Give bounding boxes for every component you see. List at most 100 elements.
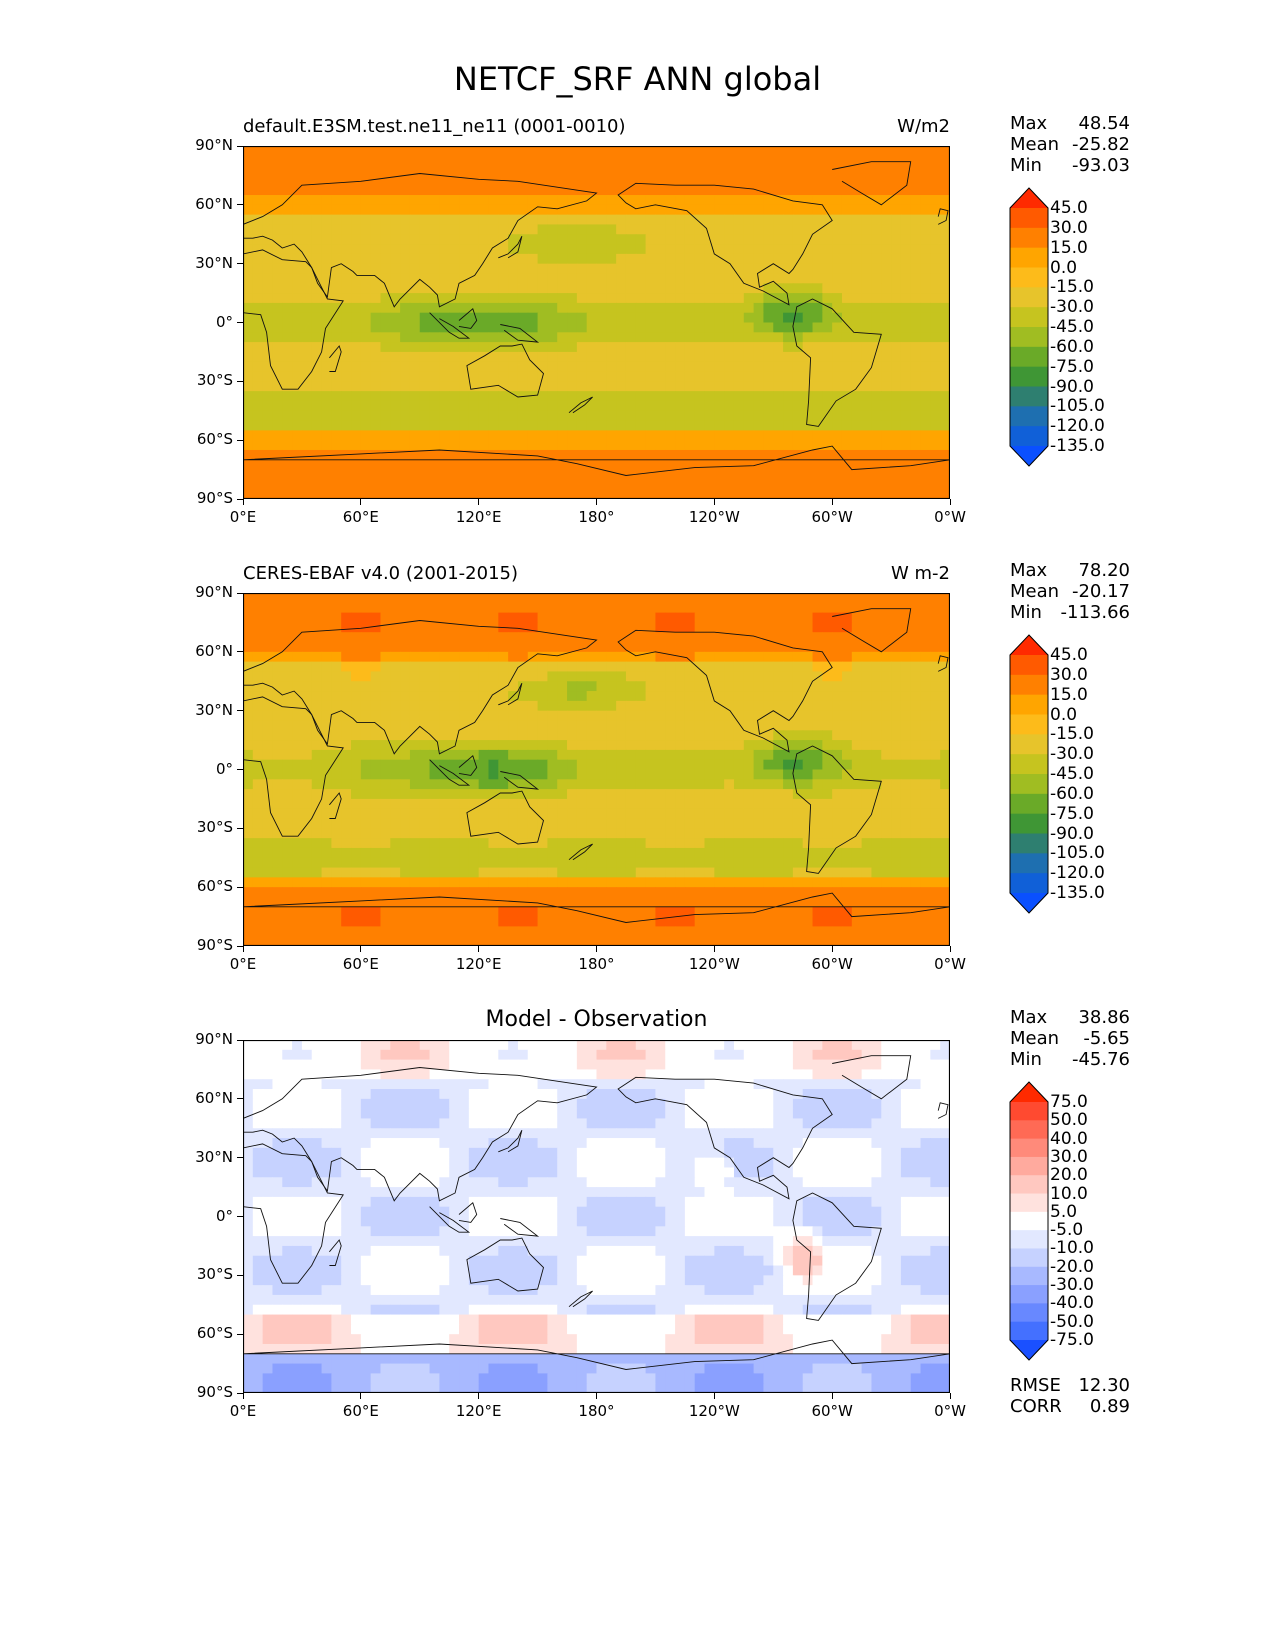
field-cell — [694, 632, 706, 643]
field-cell — [282, 887, 293, 898]
field-cell — [665, 155, 676, 167]
field-cell — [429, 244, 440, 255]
field-cell — [881, 642, 892, 653]
field-cell — [360, 740, 372, 751]
colorbar-level-label: -30.0 — [1050, 297, 1094, 318]
field-cell — [390, 293, 401, 304]
field-cell — [812, 244, 823, 255]
field-cell — [517, 322, 529, 333]
field-cell — [331, 224, 342, 235]
field-cell — [616, 661, 627, 673]
field-cell — [616, 371, 627, 382]
field-cell — [822, 681, 833, 692]
field-cell — [370, 622, 382, 633]
field-cell — [743, 175, 755, 186]
field-cell — [537, 430, 548, 441]
field-cell — [557, 351, 568, 363]
field-cell — [635, 798, 647, 810]
field-cell — [675, 730, 686, 741]
field-cell — [380, 710, 391, 722]
field-cell — [802, 342, 814, 353]
field-cell — [282, 146, 293, 157]
field-cell — [694, 224, 706, 235]
field-cell — [802, 449, 814, 461]
field-cell — [763, 440, 774, 451]
field-cell — [841, 779, 853, 790]
field-cell — [733, 749, 745, 761]
field-cell — [891, 400, 902, 412]
field-cell — [429, 877, 440, 888]
field-cell — [675, 847, 686, 859]
field-cell — [360, 381, 372, 392]
field-cell — [419, 391, 431, 402]
field-cell — [871, 847, 882, 859]
field-cell — [409, 224, 421, 235]
field-cell — [930, 593, 941, 604]
field-cell — [733, 371, 745, 382]
field-cell — [576, 887, 588, 898]
field-cell — [832, 710, 843, 722]
field-cell — [841, 312, 853, 324]
field-cell — [724, 371, 735, 382]
field-cell — [871, 749, 882, 761]
field-cell — [802, 224, 814, 235]
field-cell — [694, 808, 706, 820]
field-cell — [625, 449, 637, 461]
field-cell — [900, 769, 912, 780]
field-cell — [567, 740, 578, 751]
field-cell — [400, 857, 411, 869]
field-cell — [537, 332, 548, 343]
field-cell — [792, 155, 804, 167]
field-cell — [832, 430, 843, 441]
field-cell — [252, 632, 264, 643]
field-cell — [459, 381, 470, 392]
field-cell — [596, 224, 607, 235]
field-cell — [743, 602, 755, 614]
field-cell — [252, 681, 264, 692]
field-cell — [616, 710, 627, 722]
field-cell — [301, 361, 313, 373]
field-cell — [478, 400, 490, 412]
field-cell — [478, 838, 490, 849]
field-cell — [724, 224, 735, 235]
field-cell — [802, 720, 814, 731]
field-cell — [635, 749, 647, 761]
field-cell — [851, 263, 863, 275]
field-cell — [508, 720, 519, 731]
field-cell — [802, 234, 814, 245]
field-cell — [694, 469, 706, 480]
field-cell — [940, 351, 950, 363]
field-cell — [881, 273, 892, 284]
field-cell — [586, 798, 598, 810]
field-cell — [576, 214, 588, 226]
field-cell — [331, 612, 342, 624]
field-cell — [753, 479, 765, 490]
field-cell — [812, 622, 823, 633]
field-cell — [783, 602, 794, 614]
field-cell — [390, 700, 401, 712]
field-cell — [714, 479, 725, 490]
field-cell — [675, 273, 686, 284]
field-cell — [900, 479, 912, 490]
field-cell — [478, 263, 490, 275]
field-cell — [891, 185, 902, 196]
field-cell — [243, 234, 254, 245]
field-cell — [409, 165, 421, 177]
field-cell — [468, 224, 480, 235]
field-cell — [547, 779, 558, 790]
field-cell — [920, 700, 931, 712]
field-cell — [419, 322, 431, 333]
field-cell — [488, 769, 499, 780]
field-cell — [645, 175, 657, 186]
field-cell — [733, 312, 745, 324]
field-cell — [910, 440, 922, 451]
field-cell — [881, 234, 892, 245]
field-cell — [910, 759, 922, 771]
field-cell — [360, 828, 372, 839]
field-cell — [439, 671, 450, 682]
field-cell — [625, 651, 637, 663]
field-cell — [380, 730, 391, 741]
field-cell — [743, 351, 755, 363]
field-cell — [763, 273, 774, 284]
field-cell — [557, 263, 568, 275]
